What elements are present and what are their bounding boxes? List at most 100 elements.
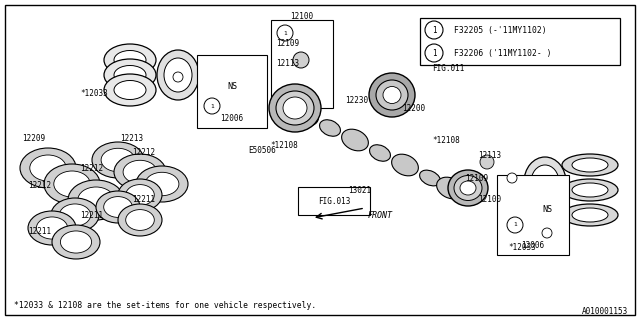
Ellipse shape xyxy=(383,86,401,103)
Ellipse shape xyxy=(101,148,135,172)
Text: 12100: 12100 xyxy=(478,196,501,204)
Ellipse shape xyxy=(44,164,100,204)
Circle shape xyxy=(293,52,309,68)
Text: 1: 1 xyxy=(432,26,436,35)
Circle shape xyxy=(173,72,183,82)
Ellipse shape xyxy=(420,170,440,186)
Text: 12100: 12100 xyxy=(291,12,314,20)
Text: NS: NS xyxy=(542,204,552,213)
Ellipse shape xyxy=(269,84,321,132)
Text: 1: 1 xyxy=(432,49,436,58)
Ellipse shape xyxy=(20,148,76,188)
Circle shape xyxy=(277,25,293,41)
Text: 1: 1 xyxy=(283,30,287,36)
Ellipse shape xyxy=(51,198,99,232)
Ellipse shape xyxy=(369,73,415,117)
Text: 12212: 12212 xyxy=(132,148,155,156)
Text: A010001153: A010001153 xyxy=(582,308,628,316)
Ellipse shape xyxy=(114,51,146,69)
Ellipse shape xyxy=(164,58,192,92)
Text: 12200: 12200 xyxy=(402,103,425,113)
Text: 12113: 12113 xyxy=(478,150,501,159)
Text: F32206 ('11MY1102- ): F32206 ('11MY1102- ) xyxy=(454,49,552,58)
Ellipse shape xyxy=(531,165,559,199)
Circle shape xyxy=(507,217,523,233)
Text: 12113: 12113 xyxy=(276,59,299,68)
Text: 12211: 12211 xyxy=(132,196,155,204)
Ellipse shape xyxy=(562,204,618,226)
Ellipse shape xyxy=(123,160,157,184)
Ellipse shape xyxy=(524,157,566,207)
Text: 12230: 12230 xyxy=(345,95,368,105)
Ellipse shape xyxy=(460,181,476,195)
Ellipse shape xyxy=(36,217,68,239)
Bar xyxy=(298,187,370,215)
Ellipse shape xyxy=(118,204,162,236)
Bar xyxy=(497,175,569,255)
Ellipse shape xyxy=(114,66,146,84)
Text: 12212: 12212 xyxy=(28,180,51,189)
Ellipse shape xyxy=(104,74,156,106)
Text: 1: 1 xyxy=(210,103,214,108)
Ellipse shape xyxy=(60,231,92,253)
Ellipse shape xyxy=(454,175,482,201)
Circle shape xyxy=(507,173,517,183)
Circle shape xyxy=(204,98,220,114)
Text: 12212: 12212 xyxy=(80,164,103,172)
Ellipse shape xyxy=(392,154,419,176)
Ellipse shape xyxy=(78,187,114,213)
Ellipse shape xyxy=(376,80,408,110)
Text: 12209: 12209 xyxy=(22,133,45,142)
Ellipse shape xyxy=(104,196,132,217)
Ellipse shape xyxy=(114,81,146,100)
Ellipse shape xyxy=(342,129,369,151)
Text: FIG.011: FIG.011 xyxy=(432,63,465,73)
Circle shape xyxy=(540,179,550,189)
Text: 12211: 12211 xyxy=(28,228,51,236)
Ellipse shape xyxy=(562,154,618,176)
Ellipse shape xyxy=(125,185,154,205)
Ellipse shape xyxy=(114,154,166,190)
Circle shape xyxy=(425,44,443,62)
Text: 12109: 12109 xyxy=(276,38,299,47)
Ellipse shape xyxy=(276,91,314,125)
Text: NS: NS xyxy=(227,82,237,91)
Text: FIG.013: FIG.013 xyxy=(318,196,350,205)
Bar xyxy=(420,18,620,65)
Ellipse shape xyxy=(436,177,463,199)
Text: *12108: *12108 xyxy=(270,140,298,149)
Ellipse shape xyxy=(92,142,144,178)
Bar xyxy=(197,55,267,128)
Text: *12033: *12033 xyxy=(80,89,108,98)
Ellipse shape xyxy=(292,104,318,126)
Text: 13021: 13021 xyxy=(348,186,371,195)
Ellipse shape xyxy=(52,225,100,259)
Ellipse shape xyxy=(96,191,140,223)
Text: 12211: 12211 xyxy=(80,211,103,220)
Ellipse shape xyxy=(562,179,618,201)
Ellipse shape xyxy=(319,120,340,136)
Ellipse shape xyxy=(136,166,188,202)
Circle shape xyxy=(480,155,494,169)
Ellipse shape xyxy=(157,50,199,100)
Ellipse shape xyxy=(54,171,90,197)
Ellipse shape xyxy=(60,204,91,226)
Ellipse shape xyxy=(572,158,608,172)
Ellipse shape xyxy=(283,97,307,119)
Text: 12109: 12109 xyxy=(465,173,488,182)
Text: 12006: 12006 xyxy=(220,114,244,123)
Text: *12033 & 12108 are the set-items for one vehicle respectively.: *12033 & 12108 are the set-items for one… xyxy=(14,301,316,310)
Ellipse shape xyxy=(104,44,156,76)
Text: F32205 (-'11MY1102): F32205 (-'11MY1102) xyxy=(454,26,547,35)
Text: *12108: *12108 xyxy=(432,135,460,145)
Ellipse shape xyxy=(145,172,179,196)
Ellipse shape xyxy=(104,59,156,91)
Ellipse shape xyxy=(572,183,608,197)
Ellipse shape xyxy=(369,145,390,161)
Ellipse shape xyxy=(572,208,608,222)
Circle shape xyxy=(425,21,443,39)
Text: 12213: 12213 xyxy=(120,133,143,142)
Bar xyxy=(271,20,333,108)
Text: E50506: E50506 xyxy=(248,146,276,155)
Text: FRONT: FRONT xyxy=(368,211,393,220)
